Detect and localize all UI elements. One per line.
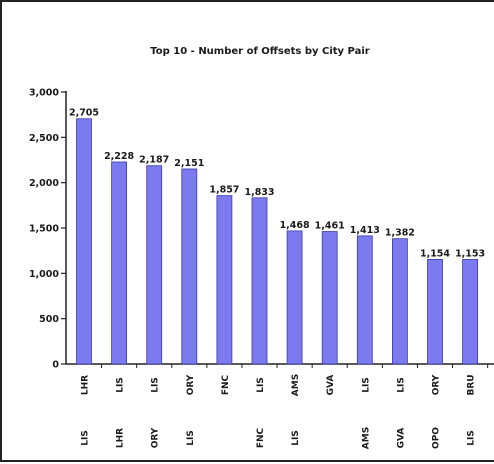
- bar-data-label: 2,187: [139, 155, 169, 166]
- bar-data-label: 1,382: [385, 228, 415, 239]
- bar: [391, 238, 408, 365]
- x-tick-label-origin: LIS: [361, 377, 371, 393]
- y-tick-label: 500: [39, 314, 59, 325]
- y-tick-label: 2,500: [29, 133, 59, 144]
- bar-data-label: 1,857: [209, 185, 239, 196]
- x-axis: [66, 363, 494, 368]
- x-tick-label-dest: LIS: [467, 430, 477, 446]
- x-tick-label-origin: AMS: [291, 374, 301, 396]
- x-tick-label-dest: ORY: [151, 427, 161, 448]
- x-tick-label-origin: BRU: [467, 374, 477, 395]
- bar: [462, 259, 479, 365]
- y-tick-label: 1,000: [29, 269, 59, 280]
- x-tick-label-origin: LIS: [256, 377, 266, 393]
- bar: [356, 235, 373, 365]
- bar-data-label: 1,154: [420, 248, 450, 259]
- data-labels: 2,705 2,228 2,187 2,151 1,857 1,833 1,468 1,461…: [69, 108, 485, 260]
- x-tick-label-origin: LHR: [81, 375, 91, 395]
- x-tick-label-dest: AMS: [361, 427, 371, 449]
- bar-data-label: 1,153: [455, 248, 485, 259]
- x-tick-label-origin: FNC: [221, 374, 231, 395]
- chart-title: Top 10 - Number of Offsets by City Pair: [150, 46, 369, 57]
- x-tick-label-origin: LIS: [396, 377, 406, 393]
- bar: [286, 230, 303, 365]
- bar: [216, 195, 233, 365]
- bar-data-label: 2,228: [104, 151, 134, 162]
- x-tick-label-dest: FNC: [256, 427, 266, 448]
- y-tick-label: 3,000: [29, 88, 59, 99]
- bar: [427, 258, 443, 365]
- x-tick-label-dest: LIS: [81, 430, 91, 446]
- x-tick-label-dest: GVA: [396, 428, 406, 449]
- bar: [146, 165, 163, 365]
- y-tick-label: 2,000: [29, 178, 59, 189]
- x-tick-labels: LHR LIS LIS LHR LIS ORY ORY LIS FNC LIS FNC AMS LIS G…: [81, 374, 477, 449]
- x-tick-label-dest: LIS: [291, 430, 301, 446]
- bar-data-label: 1,461: [315, 221, 345, 232]
- x-tick-label-origin: GVA: [326, 375, 336, 396]
- x-tick-label-origin: LIS: [116, 377, 126, 393]
- x-tick-label-origin: ORY: [432, 374, 442, 395]
- x-tick-label-dest: OPO: [432, 427, 442, 449]
- y-tick-label: 1,500: [29, 224, 59, 235]
- bar: [111, 161, 127, 365]
- bar-data-label: 1,413: [350, 225, 380, 236]
- x-tick-label-origin: ORY: [186, 374, 196, 395]
- bars: [76, 118, 479, 365]
- bar: [251, 197, 268, 365]
- y-tick-label: 0: [52, 360, 59, 371]
- bar: [76, 118, 92, 365]
- bar-data-label: 1,468: [280, 220, 310, 231]
- bar: [181, 168, 198, 365]
- bar: [321, 231, 338, 365]
- bar-data-label: 2,151: [174, 158, 204, 169]
- x-tick-label-dest: LHR: [116, 428, 126, 448]
- bar-data-label: 1,833: [244, 187, 274, 198]
- x-tick-label-origin: LIS: [151, 377, 161, 393]
- bar-data-label: 2,705: [69, 108, 99, 119]
- y-axis: 0 500 1,000 1,500 2,000 2,500 3,000: [29, 88, 67, 371]
- x-tick-label-dest: LIS: [186, 430, 196, 446]
